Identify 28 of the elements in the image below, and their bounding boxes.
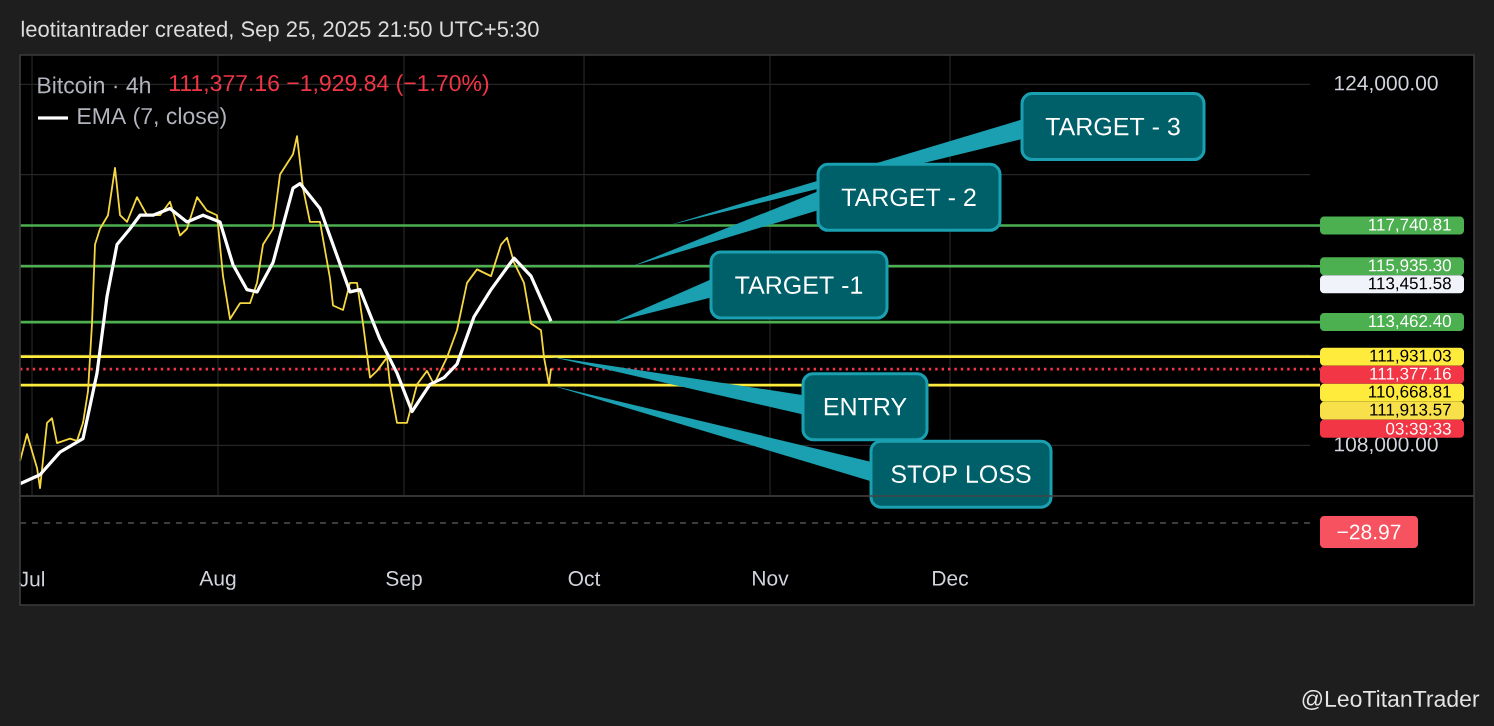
annotation: ENTRY	[824, 398, 907, 416]
legend-label: EMA (7, close)	[78, 107, 226, 129]
annotation: TARGET -1	[735, 276, 863, 294]
x-tick-label: Dec	[933, 571, 969, 586]
ref-line-label: 117,740.81	[1369, 218, 1451, 233]
y-tick-label: 124,000.00	[1335, 75, 1438, 94]
annotation: TARGET - 2	[841, 188, 976, 207]
text: 03:39:33	[1386, 422, 1451, 435]
ref-line-label: 110,668.81	[1369, 385, 1451, 400]
ref-line-label: 113,462.40	[1369, 315, 1451, 330]
text: 111,377.16 −1,929.84 (−1.70%)	[170, 74, 489, 96]
text: @LeoTitanTrader	[1302, 690, 1480, 710]
annotation: STOP LOSS	[891, 465, 1031, 483]
x-tick-label: Jul	[18, 571, 45, 587]
x-tick-label: Nov	[753, 571, 789, 586]
x-tick-label: Sep	[386, 571, 422, 591]
text: Bitcoin · 4h	[38, 76, 150, 94]
text: leotitantrader created, Sep 25, 2025 21:50 UTC+5:30	[21, 20, 539, 42]
ref-line-label: 115,935.30	[1369, 259, 1451, 274]
x-tick-label: Oct	[568, 571, 601, 586]
x-tick-label: Aug	[199, 571, 236, 590]
y-tick-label: 108,000.00	[1335, 436, 1438, 455]
text: 111,913.57	[1370, 403, 1451, 418]
ref-line-label: 111,377.16	[1370, 367, 1451, 382]
text: −28.97	[1337, 524, 1401, 540]
annotation: TARGET - 3	[1045, 117, 1180, 136]
ref-line-label: 111,931.03	[1370, 349, 1451, 364]
text: 113,451.58	[1369, 277, 1451, 292]
